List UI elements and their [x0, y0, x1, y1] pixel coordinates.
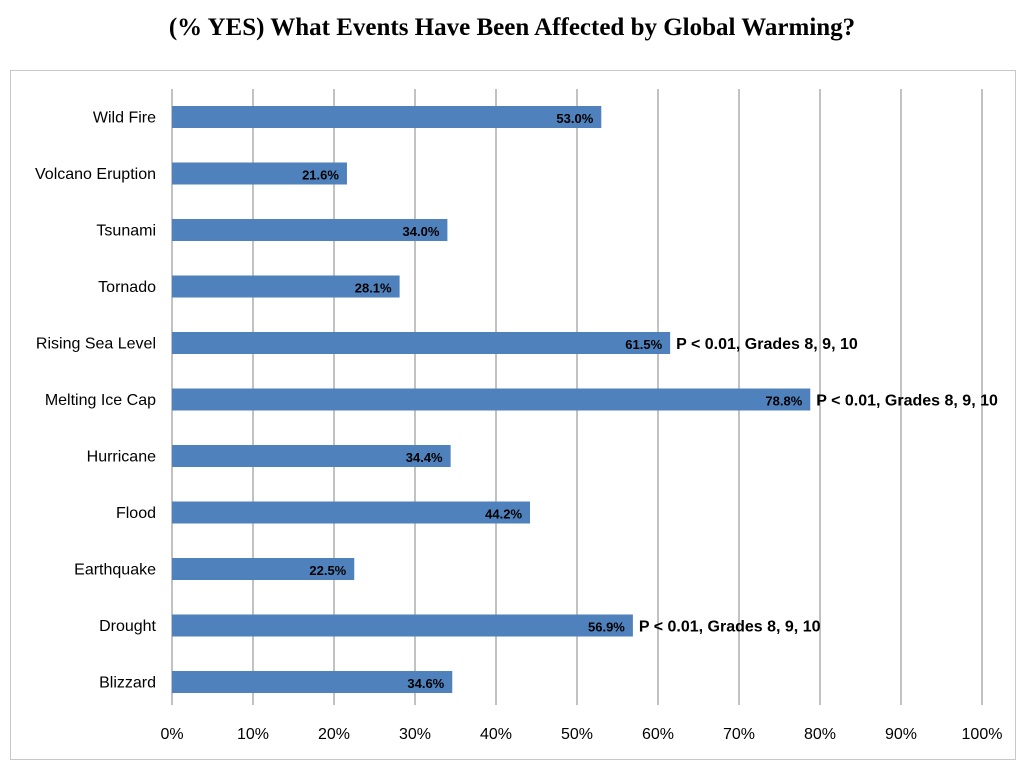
bar [172, 275, 400, 298]
bar [172, 445, 451, 467]
bar [172, 162, 347, 185]
significance-annotation: P < 0.01, Grades 8, 9, 10 [676, 336, 858, 353]
category-label: Flood [116, 505, 156, 522]
x-tick-label: 50% [561, 726, 593, 743]
category-label: Tornado [98, 279, 156, 296]
bar [172, 614, 633, 637]
category-label: Hurricane [87, 449, 156, 466]
x-tick-label: 90% [885, 726, 917, 743]
significance-annotation: P < 0.01, Grades 8, 9, 10 [816, 393, 998, 410]
data-label: 61.5% [625, 337, 662, 352]
bar [172, 501, 531, 524]
bar [172, 219, 448, 241]
x-tick-label: 0% [160, 726, 183, 743]
x-tick-label: 10% [237, 726, 269, 743]
data-label: 34.4% [406, 450, 443, 465]
bar [172, 558, 355, 580]
data-label: 34.6% [407, 676, 444, 691]
x-tick-label: 60% [642, 726, 674, 743]
category-label: Tsunami [96, 223, 156, 240]
x-tick-label: 70% [723, 726, 755, 743]
x-tick-label: 30% [399, 726, 431, 743]
bar-chart: 0% 10% 20% 30% 40% 50% 60% 70% 80% 90% 100% Wild Fi… [35, 89, 1003, 743]
data-label: 28.1% [355, 281, 392, 296]
bar [172, 671, 453, 693]
data-label: 21.6% [302, 168, 339, 183]
data-label: 44.2% [485, 507, 522, 522]
category-label: Earthquake [74, 562, 156, 579]
significance-annotation: P < 0.01, Grades 8, 9, 10 [639, 619, 821, 636]
x-tick-label: 80% [804, 726, 836, 743]
category-label: Drought [99, 618, 156, 635]
category-label: Blizzard [99, 675, 156, 692]
category-label: Melting Ice Cap [45, 392, 156, 409]
data-label: 22.5% [309, 563, 346, 578]
x-tick-label: 20% [318, 726, 350, 743]
chart-area: 0% 10% 20% 30% 40% 50% 60% 70% 80% 90% 100% Wild Fi… [10, 70, 1016, 760]
category-label: Volcano Eruption [35, 166, 156, 183]
category-label: Wild Fire [93, 110, 156, 127]
bar [172, 332, 671, 354]
data-label: 78.8% [765, 394, 802, 409]
page-title: (% YES) What Events Have Been Affected b… [168, 14, 856, 41]
bar [172, 106, 602, 128]
data-label: 34.0% [403, 224, 440, 239]
bar [172, 388, 811, 411]
x-tick-label: 40% [480, 726, 512, 743]
category-label: Rising Sea Level [36, 336, 156, 353]
data-label: 53.0% [556, 111, 593, 126]
x-tick-label: 100% [962, 726, 1003, 743]
data-label: 56.9% [588, 620, 625, 635]
